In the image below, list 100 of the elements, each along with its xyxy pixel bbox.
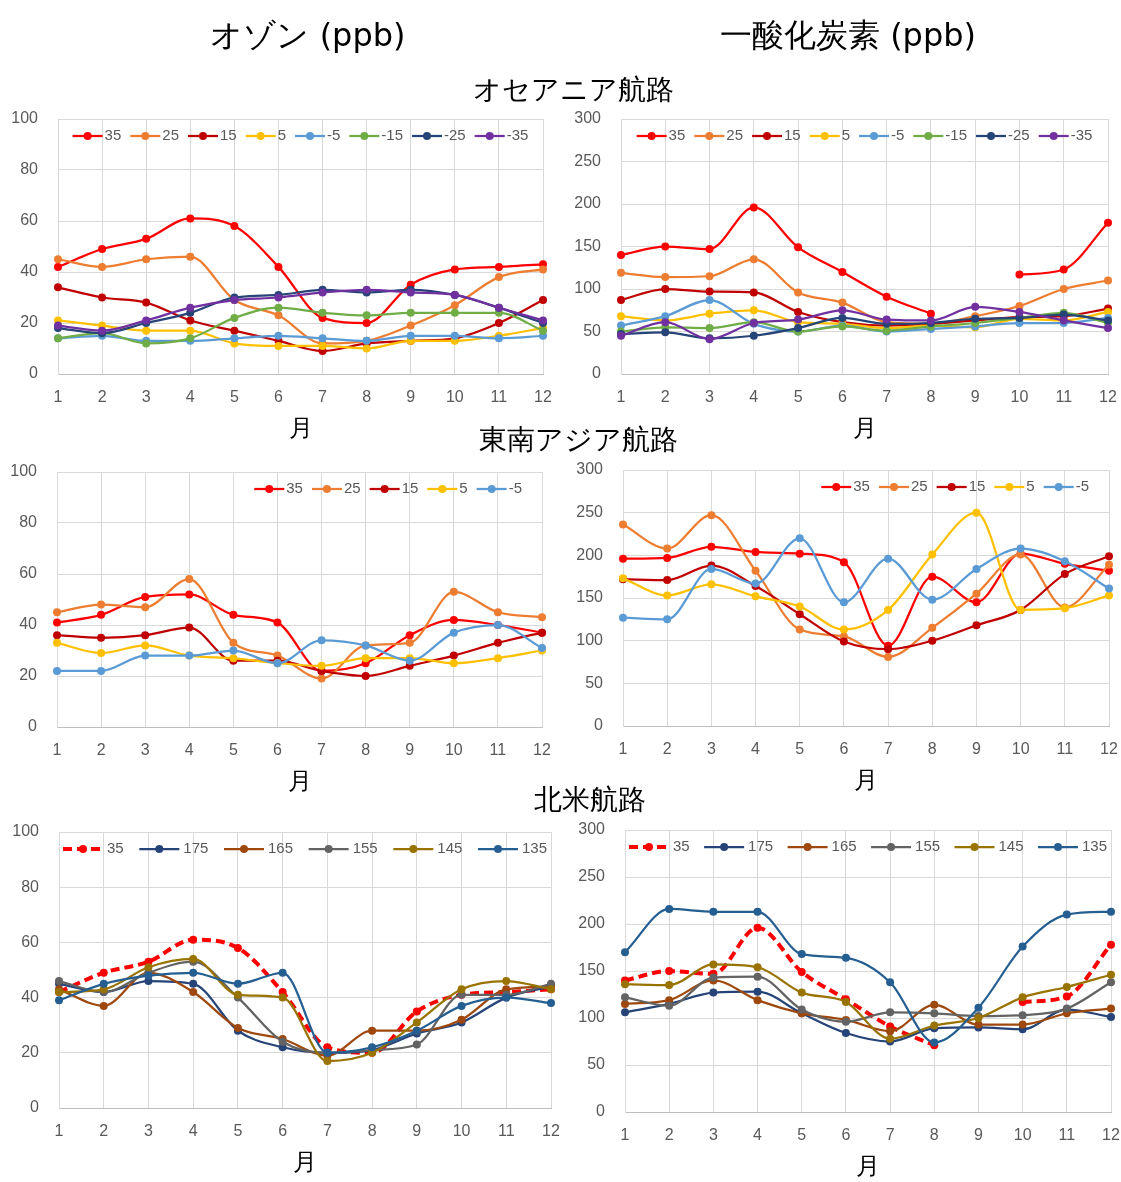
point xyxy=(142,298,151,307)
point xyxy=(753,923,762,932)
point xyxy=(707,511,716,520)
point xyxy=(98,262,107,271)
legend-label: 5 xyxy=(841,126,851,144)
x-tick-label: 5 xyxy=(229,388,239,406)
x-tick-label: 7 xyxy=(885,1126,895,1144)
legend-label: -5 xyxy=(327,126,341,144)
x-tick-label: 9 xyxy=(412,1122,422,1140)
legend-label: -15 xyxy=(945,126,968,144)
point xyxy=(317,674,326,683)
point xyxy=(663,591,672,600)
point xyxy=(839,558,848,567)
legend-label: -15 xyxy=(381,126,404,144)
legend-label: -35 xyxy=(1070,126,1093,144)
legend-label: 145 xyxy=(998,837,1024,855)
point xyxy=(972,564,981,573)
y-tick-label: 0 xyxy=(29,364,39,382)
y-tick-label: 60 xyxy=(21,932,40,950)
point xyxy=(705,309,714,318)
point xyxy=(795,625,804,634)
x-axis-title: 月 xyxy=(856,1152,880,1181)
point xyxy=(661,285,670,293)
legend-label: 35 xyxy=(668,126,686,144)
point xyxy=(795,534,804,543)
y-tick-label: 300 xyxy=(574,109,602,127)
x-tick-label: 2 xyxy=(660,388,670,406)
point xyxy=(617,312,625,321)
point xyxy=(230,326,239,335)
point xyxy=(753,907,762,916)
point xyxy=(278,993,287,1002)
x-tick-label: 6 xyxy=(273,741,282,759)
x-tick-label: 6 xyxy=(841,1126,851,1144)
legend-label: -5 xyxy=(508,479,523,497)
x-tick-label: 1 xyxy=(52,741,62,759)
point xyxy=(494,319,503,327)
y-tick-label: 40 xyxy=(21,988,40,1006)
point xyxy=(617,251,625,259)
point xyxy=(928,572,937,581)
point xyxy=(318,334,327,343)
point xyxy=(98,293,107,302)
point xyxy=(493,654,502,663)
legend-label: 15 xyxy=(783,126,801,144)
y-tick-label: 40 xyxy=(19,615,38,633)
x-tick-label: 2 xyxy=(96,741,106,759)
point xyxy=(142,326,151,335)
point xyxy=(406,308,415,317)
legend-label: 35 xyxy=(286,479,303,497)
point xyxy=(1107,1013,1115,1022)
y-tick-label: 250 xyxy=(574,151,602,169)
legend-label: 25 xyxy=(910,477,928,495)
x-tick-label: 1 xyxy=(54,1122,64,1140)
point xyxy=(971,302,980,311)
point xyxy=(709,960,718,969)
x-tick-label: 6 xyxy=(278,1122,288,1140)
y-tick-label: 80 xyxy=(21,877,40,895)
x-tick-label: 4 xyxy=(188,1122,198,1140)
x-tick-label: 5 xyxy=(793,388,803,406)
point xyxy=(928,636,937,645)
legend-label: 25 xyxy=(343,479,361,497)
point xyxy=(1062,992,1071,1001)
point xyxy=(753,996,762,1005)
x-tick-label: 11 xyxy=(490,388,508,406)
y-tick-label: 0 xyxy=(30,1098,40,1116)
point xyxy=(749,255,758,264)
x-tick-label: 2 xyxy=(662,740,672,758)
point xyxy=(323,1057,332,1066)
point xyxy=(493,608,502,617)
point xyxy=(412,1007,421,1016)
y-tick-label: 50 xyxy=(585,673,604,691)
point xyxy=(99,968,108,977)
point xyxy=(661,328,670,337)
x-axis-title: 月 xyxy=(288,414,313,443)
legend-label: 145 xyxy=(437,839,463,857)
x-tick-label: 6 xyxy=(274,388,283,406)
point xyxy=(54,262,62,271)
point xyxy=(841,953,850,962)
point xyxy=(317,636,326,645)
point xyxy=(189,968,198,977)
point xyxy=(99,979,108,988)
y-tick-label: 100 xyxy=(578,1008,606,1026)
x-tick-label: 2 xyxy=(99,1122,109,1140)
point xyxy=(98,245,107,254)
point xyxy=(229,638,238,647)
point xyxy=(502,977,511,986)
y-tick-label: 0 xyxy=(594,716,604,734)
y-tick-label: 50 xyxy=(583,321,602,339)
x-tick-label: 1 xyxy=(616,388,626,406)
legend-label: 5 xyxy=(459,479,468,497)
point xyxy=(1060,570,1069,579)
legend-label: 15 xyxy=(401,479,419,497)
x-tick-label: 12 xyxy=(1099,388,1117,406)
legend-label: 155 xyxy=(915,837,941,855)
point xyxy=(972,508,981,517)
x-tick-label: 9 xyxy=(970,388,980,406)
point xyxy=(705,324,714,333)
point xyxy=(753,987,762,996)
y-tick-label: 0 xyxy=(596,1102,606,1120)
x-tick-label: 11 xyxy=(1058,1126,1076,1144)
x-tick-label: 10 xyxy=(1011,740,1030,758)
